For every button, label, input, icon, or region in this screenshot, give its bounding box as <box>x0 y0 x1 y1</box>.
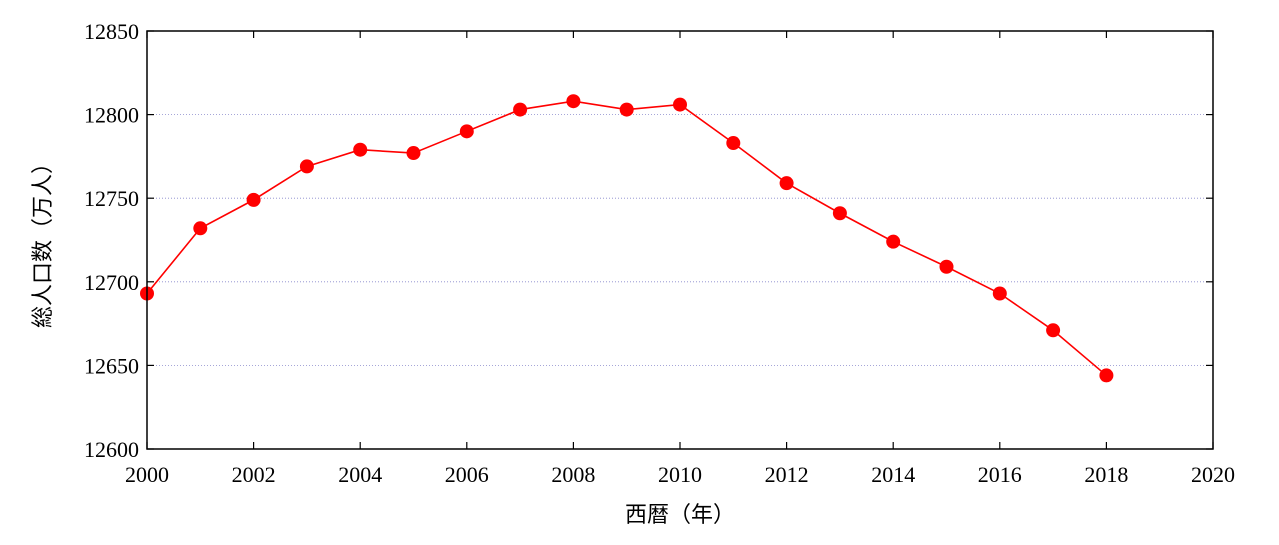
data-point <box>619 102 634 117</box>
data-point <box>459 124 474 139</box>
data-point <box>299 159 314 174</box>
series-line <box>146 100 1107 377</box>
data-point <box>353 142 368 157</box>
y-tick-label: 12800 <box>84 103 139 128</box>
data-point <box>193 221 208 236</box>
x-tick-label: 2014 <box>871 462 915 487</box>
data-point <box>939 259 954 274</box>
y-tick-label: 12850 <box>84 19 139 44</box>
x-tick-label: 2018 <box>1084 462 1128 487</box>
gridlines <box>147 114 1213 366</box>
data-point <box>832 206 847 221</box>
data-point <box>1046 323 1061 338</box>
data-point <box>992 286 1007 301</box>
x-tick-label: 2008 <box>551 462 595 487</box>
data-point <box>566 94 581 109</box>
x-tick-label: 2004 <box>338 462 382 487</box>
y-tick-labels: 12600 12650 12700 12750 12800 12850 <box>84 19 139 462</box>
x-tick-label: 2002 <box>232 462 276 487</box>
x-tick-labels: 2000 2002 2004 2006 2008 2010 2012 2014 2016 2018… <box>125 462 1235 487</box>
data-point <box>246 192 261 207</box>
data-point <box>513 102 528 117</box>
x-tick-label: 2012 <box>765 462 809 487</box>
data-point <box>1099 368 1114 383</box>
x-tick-label: 2020 <box>1191 462 1235 487</box>
y-tick-label: 12700 <box>84 270 139 295</box>
x-tick-label: 2010 <box>658 462 702 487</box>
x-tick-label: 2000 <box>125 462 169 487</box>
data-point <box>779 176 794 191</box>
x-axis-title: 西暦（年） <box>625 503 735 528</box>
x-tick-label: 2006 <box>445 462 489 487</box>
x-tick-label: 2016 <box>978 462 1022 487</box>
y-tick-label: 12600 <box>84 437 139 462</box>
data-point <box>886 234 901 249</box>
data-point <box>726 136 741 151</box>
y-tick-label: 12650 <box>84 353 139 378</box>
axis-ticks <box>146 30 1214 450</box>
data-point <box>673 97 687 112</box>
y-tick-label: 12750 <box>84 186 139 211</box>
plot-frame <box>146 30 1214 450</box>
series-population <box>140 94 1114 383</box>
y-axis-title: 総人口数（万人） <box>31 152 56 328</box>
data-point <box>406 146 421 161</box>
